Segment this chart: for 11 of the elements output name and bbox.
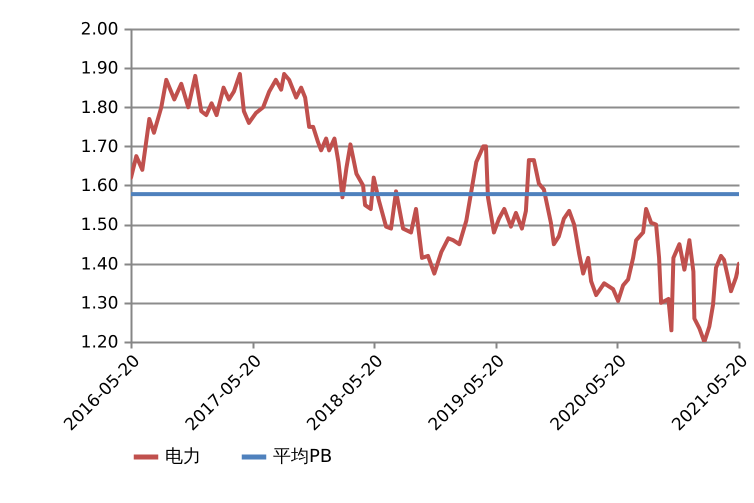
legend-label: 电力 xyxy=(165,446,201,467)
y-tick-label: 1.60 xyxy=(80,176,118,196)
y-tick-label: 1.80 xyxy=(80,98,118,118)
y-tick-label: 1.40 xyxy=(80,254,118,274)
y-tick-label: 2.00 xyxy=(80,20,118,40)
y-tick-label: 1.20 xyxy=(80,332,118,352)
y-tick-label: 1.70 xyxy=(80,136,118,157)
y-tick-label: 1.50 xyxy=(80,215,118,236)
y-tick-label: 1.90 xyxy=(80,58,118,79)
y-tick-label: 1.30 xyxy=(80,293,118,314)
legend-label: 平均PB xyxy=(273,446,332,467)
